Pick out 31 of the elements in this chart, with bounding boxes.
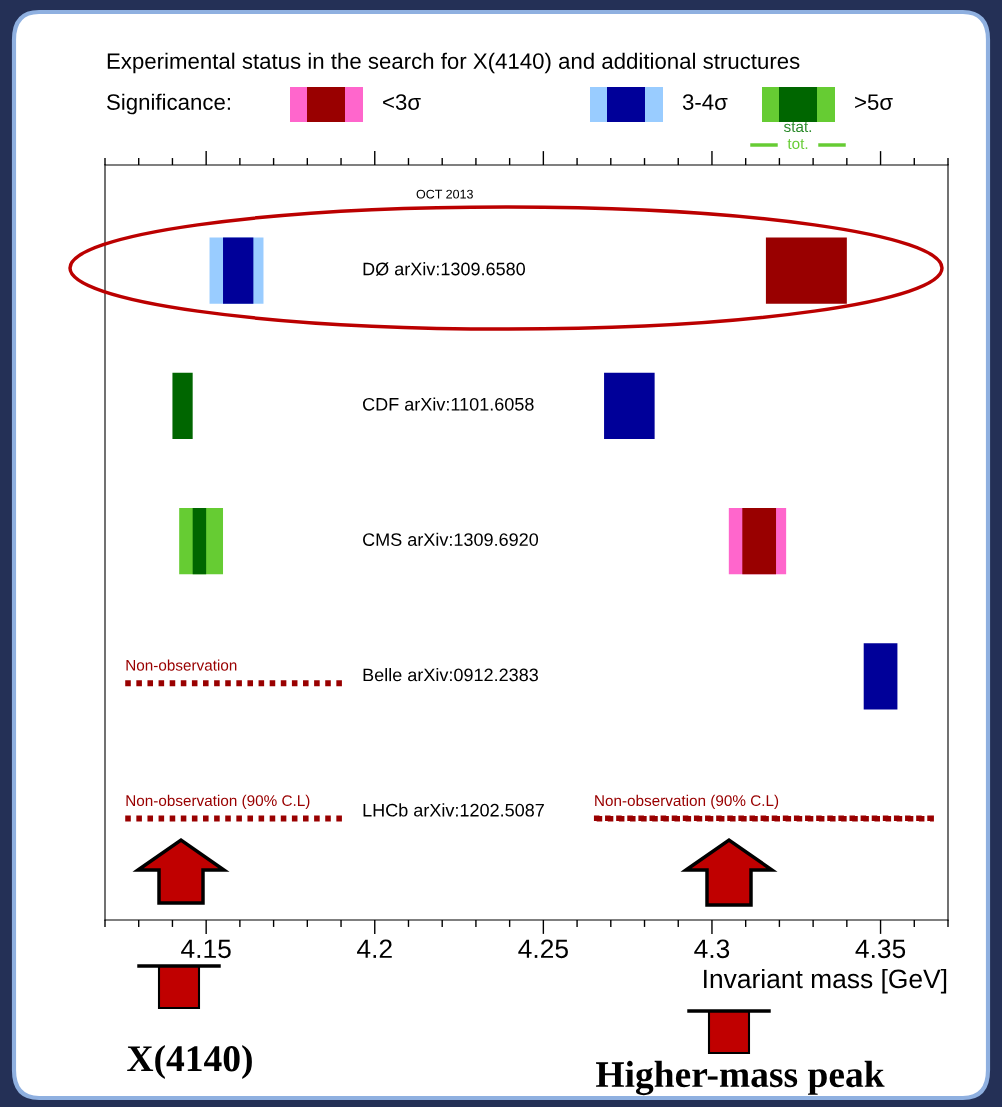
text: tot. (787, 139, 808, 150)
bar (223, 237, 254, 304)
y-tick-label: LHCb arXiv:1202.5087 (363, 803, 544, 817)
bar (742, 508, 777, 575)
bar (192, 508, 207, 575)
annotation: Non-observation (90% C.L) (126, 794, 310, 810)
legend-label: <3σ (383, 94, 421, 110)
text: Higher-mass peak (596, 1060, 885, 1096)
bar (765, 237, 847, 304)
legend-label: >5σ (855, 94, 893, 110)
x-tick-label: 4.2 (357, 939, 392, 958)
x-axis-title: Invariant mass [GeV] (704, 968, 947, 994)
legend-label: 3-4σ (682, 94, 728, 110)
chart-title: Experimental status in the search for X(4140) and additional structures (107, 52, 800, 74)
y-tick-label: CMS arXiv:1309.6920 (363, 532, 539, 546)
x-tick-label: 4.15 (181, 939, 231, 959)
annotation: Non-observation (90% C.L) (595, 794, 779, 810)
bar (172, 372, 193, 439)
annotation: OCT 2013 (416, 189, 473, 199)
y-tick-label: DØ arXiv:1309.6580 (363, 262, 526, 276)
x-tick-label: 4.35 (855, 939, 906, 959)
x-tick-label: 4.25 (518, 939, 568, 959)
text: X(4140) (127, 1045, 252, 1079)
y-tick-label: Belle arXiv:0912.2383 (363, 668, 538, 682)
y-tick-label: CDF arXiv:1101.6058 (363, 397, 534, 411)
annotation: Non-observation (126, 659, 237, 671)
bar (604, 372, 655, 439)
text: stat. (783, 122, 812, 133)
bar (863, 643, 898, 710)
x-tick-label: 4.3 (694, 939, 730, 959)
legend-title: Significance: (107, 93, 230, 115)
